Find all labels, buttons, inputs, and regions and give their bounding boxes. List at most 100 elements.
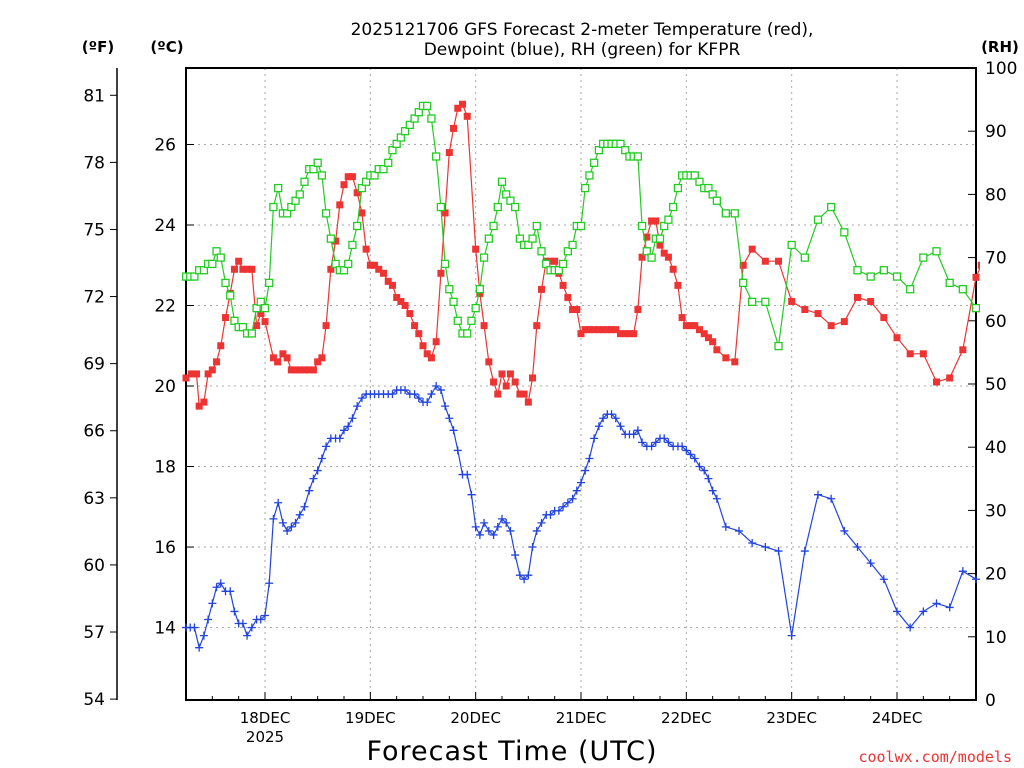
data-point xyxy=(427,354,435,362)
data-point xyxy=(437,269,445,277)
data-point xyxy=(673,183,683,193)
data-point xyxy=(287,366,295,374)
data-point xyxy=(506,370,514,378)
data-point xyxy=(226,587,235,596)
data-point xyxy=(260,304,270,313)
data-point xyxy=(256,297,265,306)
data-point xyxy=(274,358,282,366)
data-point xyxy=(945,603,954,612)
data-point xyxy=(238,619,247,628)
data-point xyxy=(919,607,928,616)
rh-tick-label: 30 xyxy=(985,501,1007,521)
data-point xyxy=(616,139,625,148)
data-point xyxy=(217,342,225,350)
data-point xyxy=(449,297,458,306)
data-point xyxy=(538,285,545,293)
fahrenheit-tick-label: 63 xyxy=(83,489,105,509)
data-point xyxy=(305,486,314,495)
data-point xyxy=(348,414,357,423)
data-point xyxy=(761,297,770,306)
data-point xyxy=(204,615,213,624)
data-point xyxy=(187,370,195,378)
data-point xyxy=(344,422,353,431)
data-point xyxy=(291,196,300,205)
data-point xyxy=(436,386,445,395)
data-point xyxy=(880,314,888,322)
data-point xyxy=(879,575,888,584)
celsius-tick-label: 16 xyxy=(154,538,176,558)
data-point xyxy=(542,259,551,269)
data-point xyxy=(489,530,498,539)
data-point xyxy=(800,253,809,262)
data-point xyxy=(520,575,529,584)
data-point xyxy=(230,607,239,616)
data-point xyxy=(712,494,721,503)
data-point xyxy=(265,579,274,588)
data-point xyxy=(814,490,822,499)
data-point xyxy=(599,326,607,334)
data-point xyxy=(977,261,980,269)
data-point xyxy=(401,302,409,310)
data-point xyxy=(638,253,646,261)
data-point xyxy=(190,623,199,632)
data-point xyxy=(656,241,664,249)
data-point xyxy=(502,518,511,527)
data-point xyxy=(278,518,287,527)
data-point xyxy=(608,326,616,334)
data-point xyxy=(700,466,709,475)
data-point xyxy=(590,326,598,334)
data-point xyxy=(625,330,633,338)
data-point xyxy=(199,631,208,640)
fahrenheit-tick-label: 81 xyxy=(83,86,105,106)
grid-lines xyxy=(186,68,976,700)
data-point xyxy=(933,378,940,386)
data-point xyxy=(840,318,848,326)
data-point xyxy=(502,190,511,199)
data-point xyxy=(774,547,783,556)
series-relative-humidity xyxy=(182,101,980,351)
data-point xyxy=(295,510,304,519)
data-point xyxy=(708,190,717,199)
data-point xyxy=(497,177,507,186)
data-point xyxy=(637,221,647,231)
data-point xyxy=(621,146,630,155)
data-point xyxy=(410,114,419,123)
data-point xyxy=(787,631,796,640)
data-point xyxy=(371,261,379,269)
data-point xyxy=(230,316,239,325)
data-point xyxy=(524,398,532,406)
data-point xyxy=(484,234,493,243)
data-point xyxy=(607,410,616,419)
data-point xyxy=(594,146,604,155)
data-point xyxy=(612,326,620,334)
data-point xyxy=(568,494,577,503)
data-point xyxy=(348,173,356,181)
data-point xyxy=(866,559,875,568)
fahrenheit-tick-label: 60 xyxy=(83,556,105,576)
data-point xyxy=(366,261,374,269)
data-point xyxy=(664,215,673,224)
data-point xyxy=(213,358,221,366)
data-point xyxy=(879,266,888,275)
data-point xyxy=(414,394,423,403)
data-point xyxy=(405,120,414,130)
data-point xyxy=(208,259,217,269)
data-point xyxy=(427,114,436,123)
data-point xyxy=(212,247,221,256)
data-point xyxy=(379,164,388,174)
data-point xyxy=(515,234,525,243)
data-point xyxy=(193,370,201,378)
data-point xyxy=(682,446,691,455)
data-point xyxy=(453,446,462,455)
fahrenheit-tick-label: 57 xyxy=(83,623,105,643)
data-point xyxy=(972,575,980,584)
data-point xyxy=(375,265,383,273)
data-point xyxy=(972,273,980,281)
data-point xyxy=(485,358,493,366)
x-tick-label: 22DEC xyxy=(661,709,712,727)
data-point xyxy=(554,266,564,275)
data-point xyxy=(709,338,717,346)
data-point xyxy=(269,354,277,362)
data-point xyxy=(489,221,498,231)
data-point xyxy=(695,177,704,186)
